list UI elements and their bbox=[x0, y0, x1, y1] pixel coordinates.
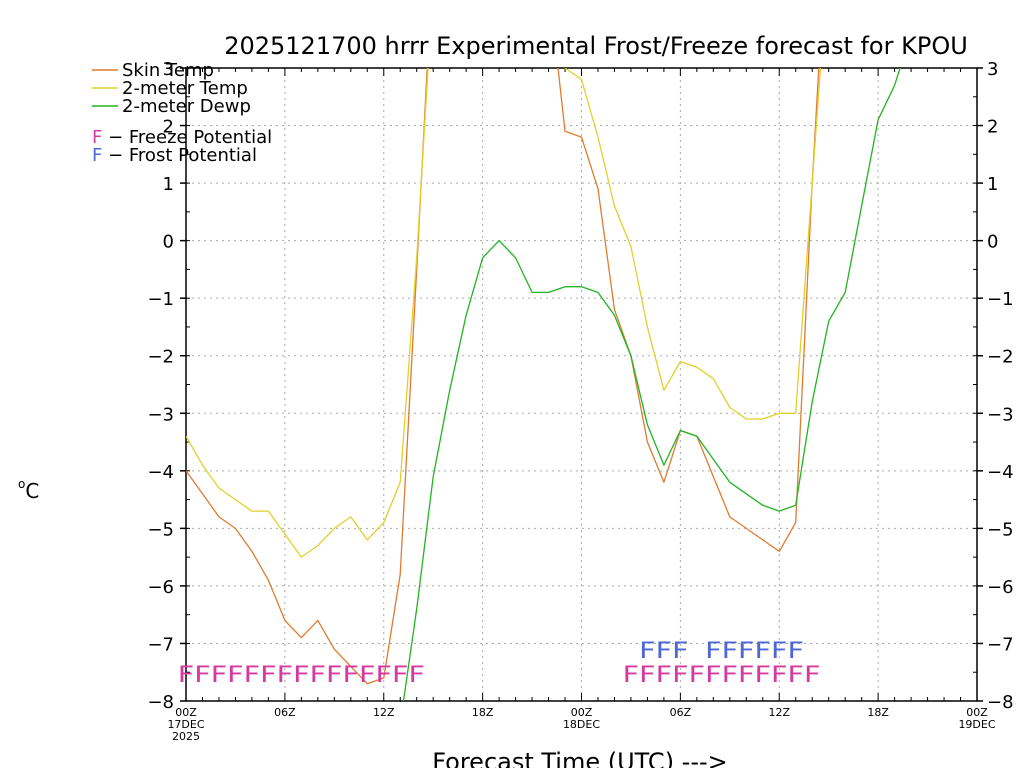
y-tick-label-left: 1 bbox=[163, 174, 174, 195]
y-tick-label-right: −3 bbox=[987, 404, 1014, 425]
plot-frame bbox=[185, 67, 978, 702]
y-axis-right: 3 2 1 0 −1 −2 −3 −4 −5 −6 −7 −8 bbox=[977, 59, 1014, 713]
y-tick-label-left: −6 bbox=[147, 577, 174, 598]
legend-label: 2-meter Dewp bbox=[122, 96, 251, 117]
flag-legend-label: − Freeze Potential bbox=[102, 127, 272, 148]
legend-label: Skin Temp bbox=[122, 60, 214, 81]
x-tick-label: 18Z bbox=[472, 706, 494, 719]
flag-legend-letter: F bbox=[92, 127, 102, 148]
y-tick-label-right: −6 bbox=[987, 577, 1014, 598]
y-tick-label-right: −2 bbox=[987, 347, 1014, 368]
freeze-flag-group: FFFFFFFFFFFFFFF bbox=[178, 663, 425, 688]
y-axis-label: oC bbox=[18, 477, 39, 503]
x-tick-label: 00Z bbox=[571, 706, 593, 719]
x-tick-label: 06Z bbox=[274, 706, 296, 719]
y-tick-label-left: −1 bbox=[147, 289, 174, 310]
y-tick-label-left: −4 bbox=[147, 462, 174, 483]
x-tick-label: 17DEC bbox=[167, 718, 204, 731]
x-axis-label: Forecast Time (UTC) ---> bbox=[432, 748, 728, 768]
flag-legend-letter: F bbox=[92, 145, 102, 166]
y-tick-label-left: −7 bbox=[147, 634, 174, 655]
series-line-2-meter-dewp bbox=[402, 68, 901, 701]
grid-lines bbox=[186, 68, 977, 701]
series-lines bbox=[186, 68, 901, 701]
y-tick-label-left: −5 bbox=[147, 519, 174, 540]
flag-legend-entry: F − Frost Potential bbox=[92, 145, 257, 166]
x-tick-label: 19DEC bbox=[958, 718, 995, 731]
y-tick-label-right: 1 bbox=[987, 174, 998, 195]
y-tick-label-right: −5 bbox=[987, 519, 1014, 540]
x-tick-label: 12Z bbox=[768, 706, 790, 719]
y-tick-label-left: −2 bbox=[147, 347, 174, 368]
x-tick-label: 12Z bbox=[373, 706, 395, 719]
x-tick-label: 2025 bbox=[172, 730, 200, 743]
series-line-skin-temp bbox=[186, 68, 820, 685]
y-tick-label-left: −3 bbox=[147, 404, 174, 425]
y-axis-label-degree: o bbox=[18, 477, 25, 491]
series-line-2-meter-temp bbox=[186, 68, 822, 558]
x-tick-label: 00Z bbox=[175, 706, 197, 719]
y-tick-label-right: −8 bbox=[987, 692, 1014, 713]
y-tick-label-left: 2 bbox=[163, 117, 174, 138]
flag-legend-entry: F − Freeze Potential bbox=[92, 127, 272, 148]
y-tick-label-right: 3 bbox=[987, 59, 998, 80]
y-axis-left: 3 2 1 0 −1 −2 −3 −4 −5 −6 −7 −8 bbox=[147, 59, 186, 713]
flag-legend-label: − Frost Potential bbox=[102, 145, 257, 166]
y-tick-label-right: 0 bbox=[987, 232, 998, 253]
frost-flag-group: FFFFFF bbox=[705, 639, 804, 664]
y-tick-label-right: 2 bbox=[987, 117, 998, 138]
x-tick-label: 18Z bbox=[867, 706, 889, 719]
frost-flag-group: FFF bbox=[639, 639, 688, 664]
y-tick-label-left: 0 bbox=[163, 232, 174, 253]
y-tick-label-right: −1 bbox=[987, 289, 1014, 310]
y-axis-label-unit: C bbox=[25, 479, 39, 503]
y-tick-label-left: 3 bbox=[163, 59, 174, 80]
x-tick-label: 00Z bbox=[966, 706, 988, 719]
y-tick-label-left: −8 bbox=[147, 692, 174, 713]
x-tick-label: 18DEC bbox=[563, 718, 600, 731]
y-tick-label-right: −4 bbox=[987, 462, 1014, 483]
freeze-flag-group: FFFFFFFFFFFF bbox=[623, 663, 821, 688]
x-tick-label: 06Z bbox=[670, 706, 692, 719]
legend-label: 2-meter Temp bbox=[122, 78, 248, 99]
chart-title: 2025121700 hrrr Experimental Frost/Freez… bbox=[224, 32, 968, 60]
y-tick-label-right: −7 bbox=[987, 634, 1014, 655]
